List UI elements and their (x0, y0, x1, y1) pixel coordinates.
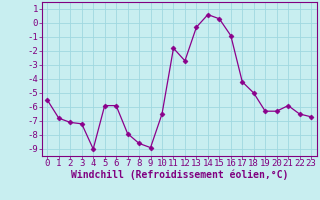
X-axis label: Windchill (Refroidissement éolien,°C): Windchill (Refroidissement éolien,°C) (70, 170, 288, 180)
